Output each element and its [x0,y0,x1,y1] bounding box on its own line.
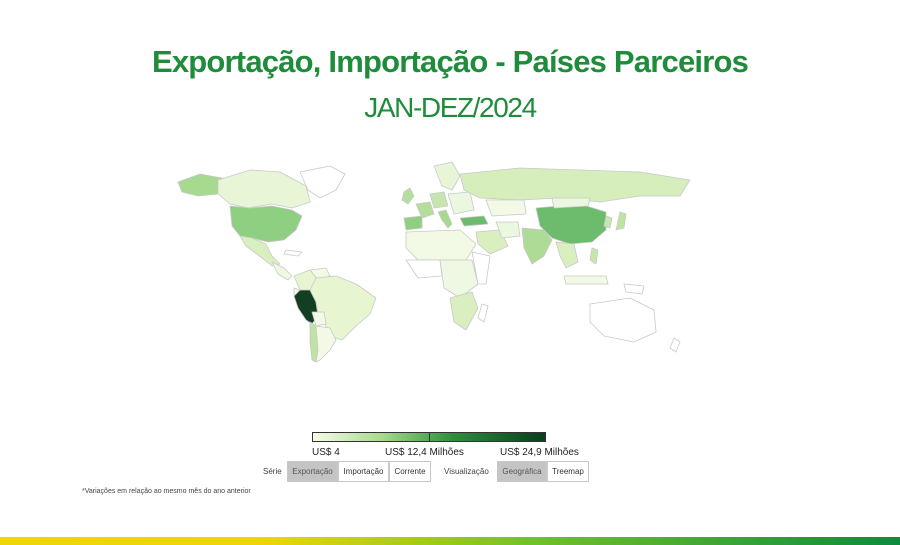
country-bolivia[interactable] [311,311,327,327]
country-spain[interactable] [403,215,423,231]
country-russia[interactable] [459,167,691,203]
country-iran[interactable] [495,221,521,239]
country-west-africa[interactable] [405,259,443,279]
country-korea[interactable] [603,215,613,229]
country-germany[interactable] [429,191,449,209]
country-saudi-arabia[interactable] [475,229,509,255]
country-turkey[interactable] [459,215,489,227]
country-indonesia[interactable] [563,275,609,285]
country-cuba[interactable] [283,249,303,257]
serie-importacao-button[interactable]: Importação [338,461,389,482]
country-eastern-europe[interactable] [447,191,475,215]
country-argentina[interactable] [315,325,337,363]
country-southern-africa[interactable] [449,291,479,331]
footnote: *Variações em relação ao mesmo mês do an… [82,488,251,495]
country-uk[interactable] [401,187,415,205]
country-canada[interactable] [217,169,311,209]
country-madagascar[interactable] [477,303,489,323]
country-scandinavia[interactable] [433,161,461,191]
country-new-zealand[interactable] [669,337,681,353]
country-north-africa[interactable] [405,229,477,261]
country-italy[interactable] [437,209,453,229]
country-central-africa[interactable] [439,259,479,299]
legend-min-label: US$ 4 [312,447,340,458]
country-japan[interactable] [615,211,627,231]
country-india[interactable] [521,227,553,265]
color-scale-legend [312,432,546,442]
country-australia[interactable] [589,297,657,343]
brand-color-strip [0,537,900,545]
country-united-states[interactable] [229,205,303,243]
country-east-africa[interactable] [471,251,491,285]
country-central-america[interactable] [271,261,293,281]
serie-corrente-button[interactable]: Corrente [389,461,431,482]
country-alaska[interactable] [177,173,223,197]
country-greenland[interactable] [299,165,346,199]
country-mongolia[interactable] [551,197,591,209]
country-southeast-asia[interactable] [555,241,579,269]
visualizacao-label: Visualização [444,467,489,476]
legend-mid-label: US$ 12,4 Milhões [385,447,464,458]
legend-tick-mid [429,433,430,441]
serie-label: Série [263,467,282,476]
country-papua-new-guinea[interactable] [623,283,645,295]
country-philippines[interactable] [589,247,599,265]
view-treemap-button[interactable]: Treemap [547,461,589,482]
world-map [177,161,691,363]
serie-exportacao-button[interactable]: Exportação [287,461,338,482]
page-title: Exportação, Importação - Países Parceiro… [151,44,749,79]
country-france[interactable] [415,201,435,219]
page-subtitle: JAN-DEZ/2024 [364,92,537,123]
view-geografica-button[interactable]: Geográfica [497,461,547,482]
legend-max-label: US$ 24,9 Milhões [500,447,579,458]
country-brazil[interactable] [309,275,377,341]
country-kazakhstan[interactable] [485,199,527,217]
